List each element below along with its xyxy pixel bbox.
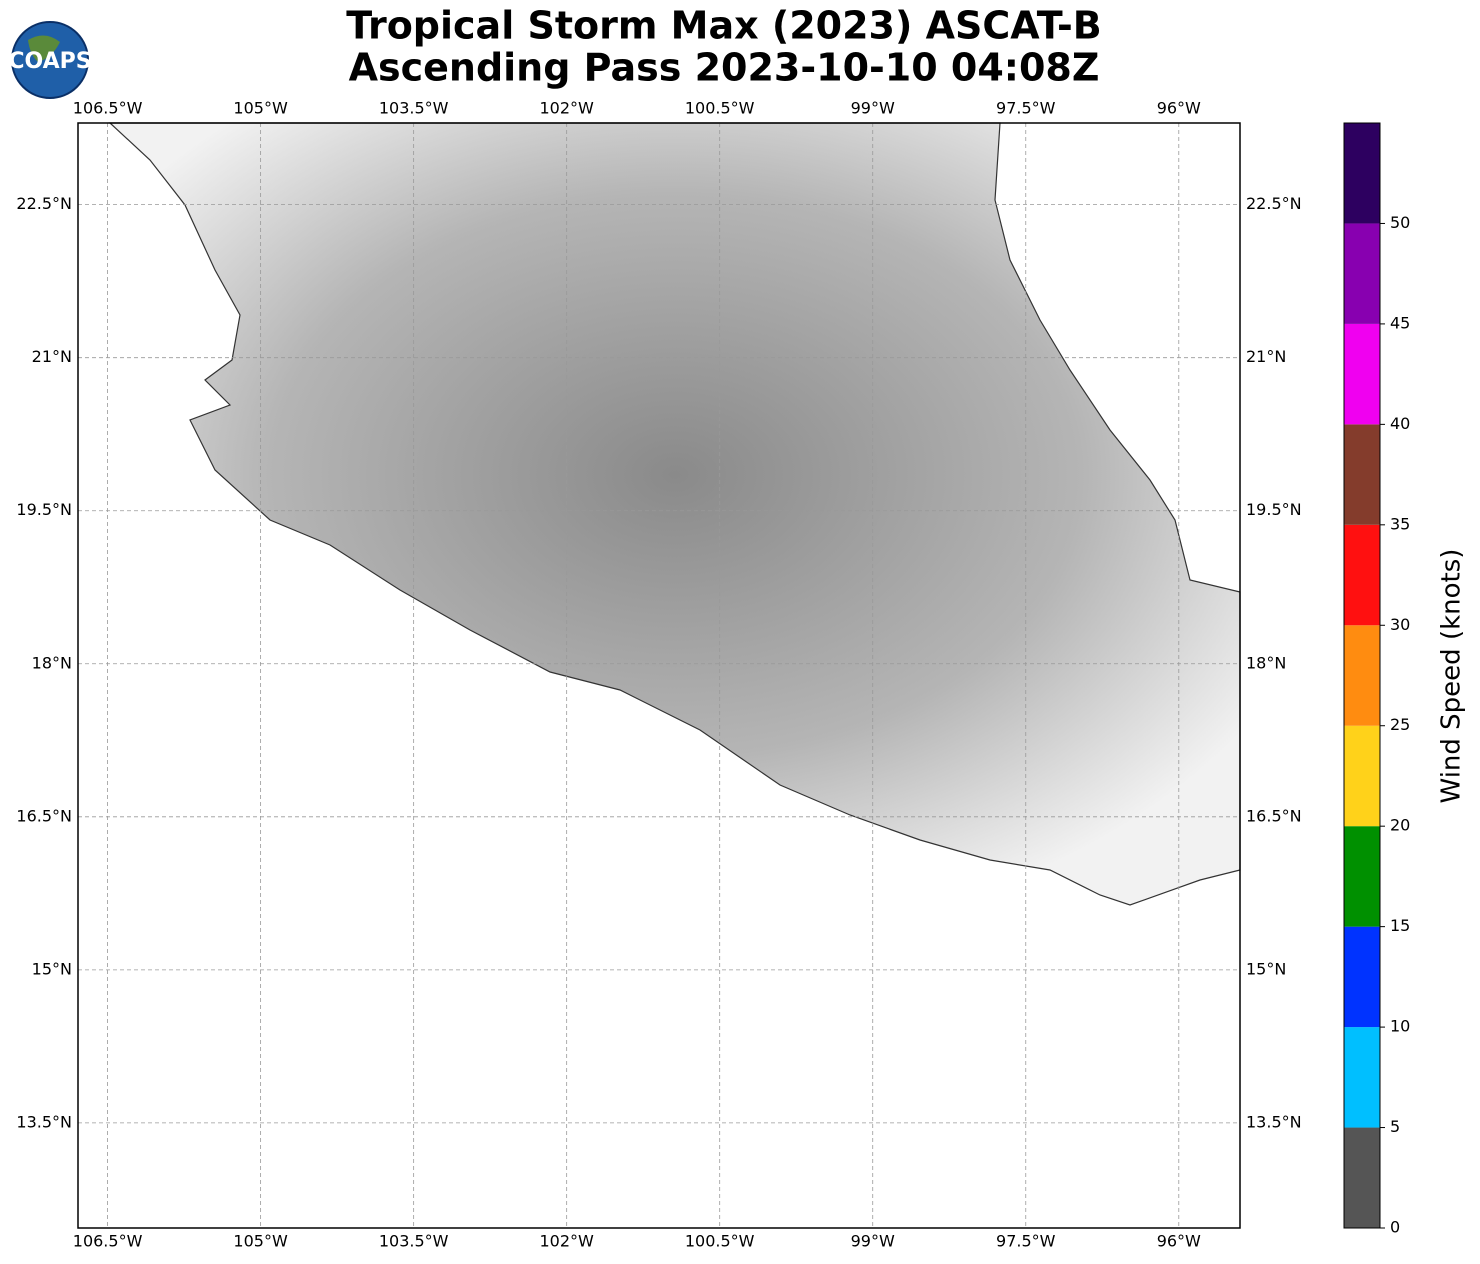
colorbar-segment xyxy=(1344,725,1380,827)
plot-frame xyxy=(77,122,1241,1229)
colorbar-segment xyxy=(1344,625,1380,726)
subtitle: Ascending Pass 2023-10-10 04:08Z xyxy=(349,46,1100,90)
colorbar-segment xyxy=(1344,1127,1380,1228)
logo: COAPS xyxy=(8,21,92,99)
y-tick-label: 21°N xyxy=(32,347,72,366)
colorbar-segment xyxy=(1344,826,1380,927)
x-tick-label: 103.5°W xyxy=(379,99,449,118)
colorbar-segment xyxy=(1344,424,1380,525)
colorbar-tick-label: 20 xyxy=(1390,816,1410,835)
y-tick-label: 22.5°N xyxy=(1246,194,1302,213)
y-tick-label: 16.5°N xyxy=(1246,806,1302,825)
colorbar-segment xyxy=(1344,123,1380,224)
colorbar-segment xyxy=(1344,1027,1380,1128)
y-tick-label: 19.5°N xyxy=(16,500,72,519)
colorbar-segment xyxy=(1344,323,1380,425)
x-tick-label: 96°W xyxy=(1157,1232,1201,1251)
y-tick-label: 18°N xyxy=(1246,653,1286,672)
x-tick-label: 96°W xyxy=(1157,99,1201,118)
y-tick-label: 13.5°N xyxy=(1246,1112,1302,1131)
x-tick-label: 106.5°W xyxy=(73,1232,143,1251)
colorbar-tick-label: 30 xyxy=(1390,615,1410,634)
colorbar-tick-label: 25 xyxy=(1390,715,1410,734)
x-tick-label: 106.5°W xyxy=(73,99,143,118)
colorbar-label: Wind Speed (knots) xyxy=(1437,549,1467,804)
x-tick-label: 102°W xyxy=(539,99,594,118)
colorbar-tick-label: 5 xyxy=(1390,1117,1400,1136)
colorbar-tick-label: 10 xyxy=(1390,1017,1410,1036)
colorbar-tick-label: 35 xyxy=(1390,514,1410,533)
colorbar-tick-label: 0 xyxy=(1390,1218,1400,1237)
x-tick-label: 105°W xyxy=(233,1232,288,1251)
y-tick-label: 16.5°N xyxy=(16,806,72,825)
colorbar-segment xyxy=(1344,524,1380,626)
title: Tropical Storm Max (2023) ASCAT-B xyxy=(346,4,1102,48)
x-tick-label: 99°W xyxy=(851,99,895,118)
colorbar-tick-label: 40 xyxy=(1390,414,1410,433)
colorbar-segment xyxy=(1344,926,1380,1028)
x-tick-label: 105°W xyxy=(233,99,288,118)
colorbar-tick-label: 50 xyxy=(1390,213,1410,232)
land xyxy=(108,122,1241,906)
colorbar-tick-label: 45 xyxy=(1390,313,1410,332)
x-tick-label: 100.5°W xyxy=(685,1232,755,1251)
x-tick-label: 97.5°W xyxy=(996,99,1056,118)
x-tick-label: 102°W xyxy=(539,1232,594,1251)
y-tick-label: 18°N xyxy=(32,653,72,672)
logo-text: COAPS xyxy=(8,49,91,74)
x-tick-label: 97.5°W xyxy=(996,1232,1056,1251)
colorbar-frame xyxy=(1343,122,1381,1229)
colorbar-tick-label: 15 xyxy=(1390,916,1410,935)
y-tick-label: 15°N xyxy=(32,959,72,978)
y-tick-label: 19.5°N xyxy=(1246,500,1302,519)
y-tick-label: 15°N xyxy=(1246,959,1286,978)
y-tick-label: 21°N xyxy=(1246,347,1286,366)
x-tick-label: 99°W xyxy=(851,1232,895,1251)
x-tick-label: 103.5°W xyxy=(379,1232,449,1251)
y-tick-label: 13.5°N xyxy=(16,1112,72,1131)
y-tick-label: 22.5°N xyxy=(16,194,72,213)
x-tick-label: 100.5°W xyxy=(685,99,755,118)
colorbar-segment xyxy=(1344,223,1380,324)
